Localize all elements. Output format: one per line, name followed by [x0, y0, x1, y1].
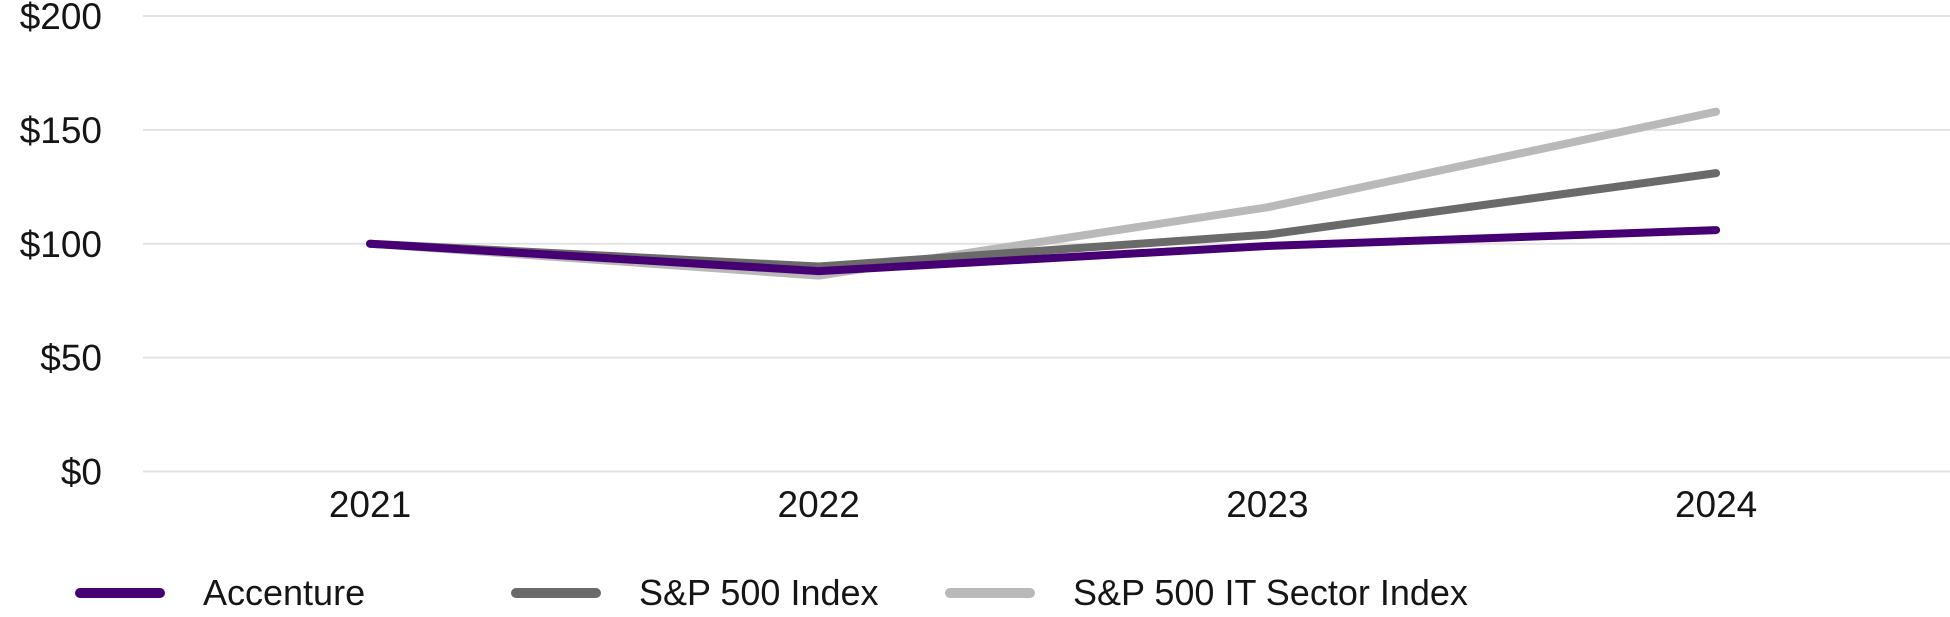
legend-swatch-s-p-500-it-sector-index — [945, 588, 1035, 598]
y-axis-tick-label: $200 — [20, 0, 102, 37]
legend-item-s-p-500-it-sector-index: S&P 500 IT Sector Index — [945, 573, 1468, 613]
y-axis-tick-label: $50 — [40, 338, 102, 379]
y-axis-tick-label: $150 — [20, 110, 102, 151]
y-axis-tick-label: $100 — [20, 224, 102, 265]
x-axis-tick-label: 2021 — [329, 484, 411, 525]
legend-label-s-p-500-index: S&P 500 Index — [639, 572, 879, 613]
x-axis-tick-label: 2024 — [1675, 484, 1757, 525]
legend-item-accenture: Accenture — [75, 573, 365, 613]
series-line-accenture — [366, 226, 1721, 276]
legend-item-s-p-500-index: S&P 500 Index — [511, 573, 879, 613]
legend-swatch-accenture — [75, 588, 165, 598]
x-axis-tick-label: 2023 — [1226, 484, 1308, 525]
x-axis-tick-label: 2022 — [778, 484, 860, 525]
y-axis-tick-label: $0 — [61, 452, 102, 493]
legend-label-accenture: Accenture — [203, 572, 366, 613]
legend-swatch-s-p-500-index — [511, 588, 601, 598]
chart-legend: Accenture S&P 500 Index S&P 500 IT Sector … — [0, 573, 1950, 613]
legend-label-s-p-500-it-sector-index: S&P 500 IT Sector Index — [1073, 572, 1468, 613]
